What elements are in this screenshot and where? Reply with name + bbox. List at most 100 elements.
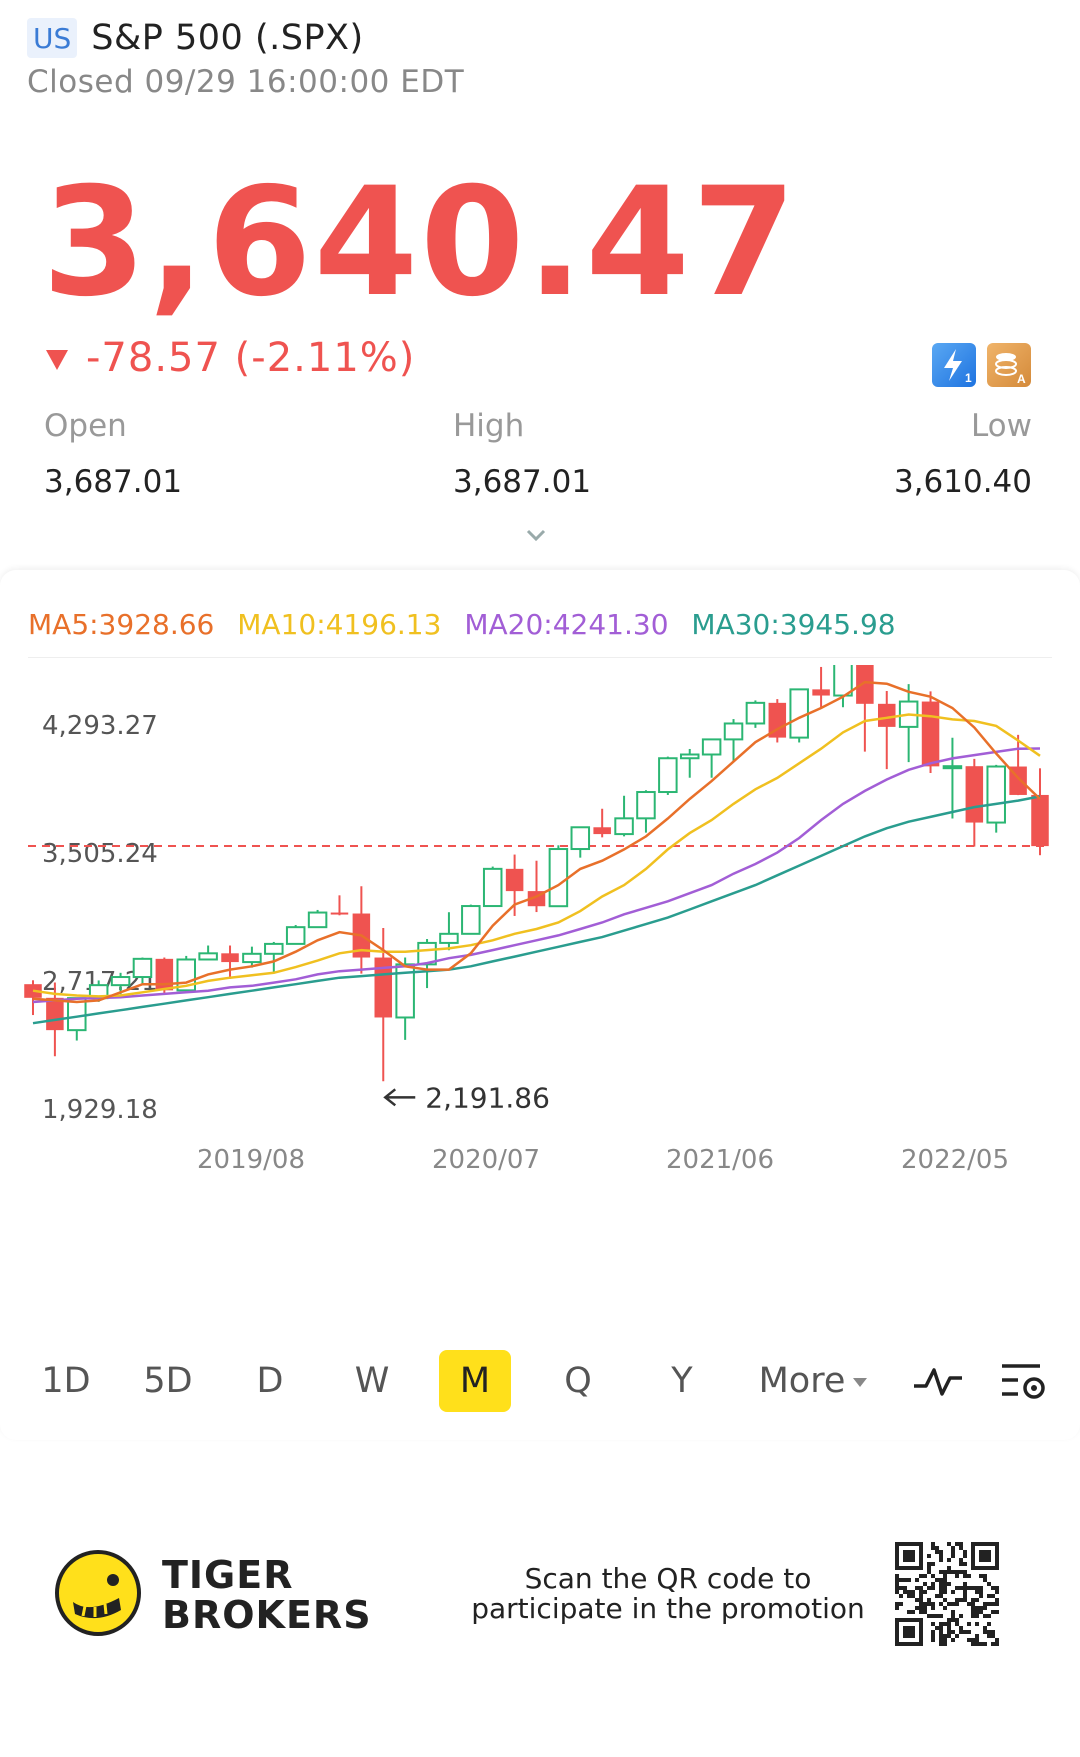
ma10-line	[32, 713, 1041, 998]
candle-body	[833, 665, 853, 697]
period-selector: 1D 5D D W M Q Y More	[0, 1350, 1080, 1420]
candle-body	[505, 868, 524, 892]
period-y[interactable]: Y	[671, 1361, 693, 1401]
ma30-line	[32, 795, 1041, 1025]
legend-divider	[28, 657, 1052, 658]
ma20-line	[32, 747, 1041, 1004]
qr-code	[895, 1542, 999, 1646]
candle-body	[132, 957, 153, 979]
candle-body	[701, 738, 722, 756]
candle-body	[285, 926, 306, 945]
candle-body	[942, 765, 963, 770]
ma5-line	[32, 680, 1041, 1004]
ma5-label: MA5:3928.66	[28, 608, 215, 641]
header: US S&P 500 (.SPX) Closed 09/29 16:00:00 …	[27, 18, 1053, 100]
candle-body	[965, 766, 984, 823]
open-value: 3,687.01	[44, 464, 183, 500]
coins-icon[interactable]: A	[987, 343, 1031, 387]
x-tick-label: 2019/08	[197, 1145, 305, 1175]
chevron-down-icon[interactable]	[526, 525, 546, 545]
chart-settings-icon[interactable]	[1000, 1360, 1048, 1404]
period-m[interactable]: M	[439, 1350, 511, 1412]
candle-body	[679, 753, 700, 760]
candle-body	[461, 905, 481, 935]
svg-text:1: 1	[965, 371, 972, 385]
promo-line-1: Scan the QR code to	[524, 1562, 812, 1595]
candle-body	[789, 688, 809, 739]
open-label: Open	[44, 408, 127, 444]
candle-body	[723, 722, 744, 741]
candle-body	[570, 826, 591, 851]
candle-body	[482, 867, 503, 908]
caret-down-icon	[853, 1377, 868, 1387]
candle-body	[307, 911, 328, 929]
period-d[interactable]: D	[256, 1361, 284, 1401]
low-label: Low	[970, 408, 1032, 444]
market-badge: US	[27, 18, 78, 58]
promo-text: Scan the QR code to participate in the p…	[468, 1564, 868, 1624]
brand-name: TIGER BROKERS	[162, 1555, 372, 1635]
period-1d[interactable]: 1D	[41, 1361, 91, 1401]
candle-body	[548, 848, 569, 908]
period-5d[interactable]: 5D	[143, 1361, 193, 1401]
candle-body	[812, 689, 830, 696]
x-tick-label: 2022/05	[901, 1145, 1009, 1175]
y-tick-label: 1,929.18	[42, 1095, 158, 1125]
candle-body	[221, 953, 239, 963]
lightning-icon[interactable]: 1	[932, 343, 976, 387]
candle-body	[417, 941, 437, 966]
period-q[interactable]: Q	[564, 1361, 592, 1401]
candle-body	[636, 791, 656, 820]
candle-body	[593, 827, 611, 835]
ma10-label: MA10:4196.13	[237, 608, 442, 641]
instrument-title: S&P 500 (.SPX)	[91, 18, 364, 58]
ma20-label: MA20:4241.30	[464, 608, 669, 641]
ma-legend: MA5:3928.66 MA10:4196.13 MA20:4241.30 MA…	[28, 608, 910, 641]
promo-footer: TIGER BROKERS Scan the QR code to partic…	[0, 1520, 1080, 1680]
candle-body	[768, 702, 787, 738]
candle-body	[878, 703, 896, 727]
candle-body	[374, 957, 393, 1018]
x-tick-label: 2020/07	[432, 1145, 540, 1175]
open-stat: Open 3,687.01	[44, 408, 182, 500]
ma30-label: MA30:3945.98	[691, 608, 896, 641]
candle-body	[1031, 794, 1049, 847]
candle-body	[745, 701, 766, 725]
tiger-logo	[55, 1550, 141, 1636]
more-label: More	[758, 1361, 846, 1401]
candle-body	[395, 963, 415, 1019]
candle-body	[242, 952, 262, 964]
svg-text:A: A	[1017, 372, 1026, 386]
candlestick-chart[interactable]: 5,081.304,293.273,505.242,717.211,929.18…	[0, 665, 1080, 1325]
price-change: -78.57 (-2.11%)	[46, 335, 415, 381]
y-tick-label: 3,505.24	[42, 839, 158, 869]
brand-line-2: BROKERS	[162, 1593, 372, 1637]
low-marker-arrowhead	[383, 1088, 397, 1107]
candle-body	[921, 701, 940, 767]
period-w[interactable]: W	[354, 1361, 390, 1401]
price-change-value: -78.57 (-2.11%)	[86, 335, 416, 381]
low-marker-label: 2,191.86	[425, 1081, 550, 1114]
last-price: 3,640.47	[42, 156, 799, 330]
candle-body	[264, 942, 284, 955]
y-tick-label: 4,293.27	[42, 711, 158, 741]
candle-body	[198, 952, 218, 961]
candle-body	[986, 765, 1006, 824]
down-triangle-icon	[46, 350, 68, 370]
x-tick-label: 2021/06	[666, 1145, 774, 1175]
low-value: 3,610.40	[893, 464, 1032, 500]
more-dropdown[interactable]: More	[758, 1350, 868, 1412]
high-label: High	[453, 408, 525, 444]
candle-body	[856, 665, 874, 704]
candle-body	[439, 932, 459, 944]
title-row: US S&P 500 (.SPX)	[27, 18, 1053, 58]
high-value: 3,687.01	[453, 464, 592, 500]
brand-line-1: TIGER	[162, 1553, 294, 1597]
candle-body	[46, 997, 64, 1031]
candle-body	[330, 912, 349, 915]
candle-body	[614, 817, 634, 836]
candle-body	[110, 976, 131, 987]
high-stat: High 3,687.01	[453, 408, 591, 500]
promo-line-2: participate in the promotion	[471, 1592, 865, 1625]
indicator-icon[interactable]	[912, 1364, 964, 1400]
